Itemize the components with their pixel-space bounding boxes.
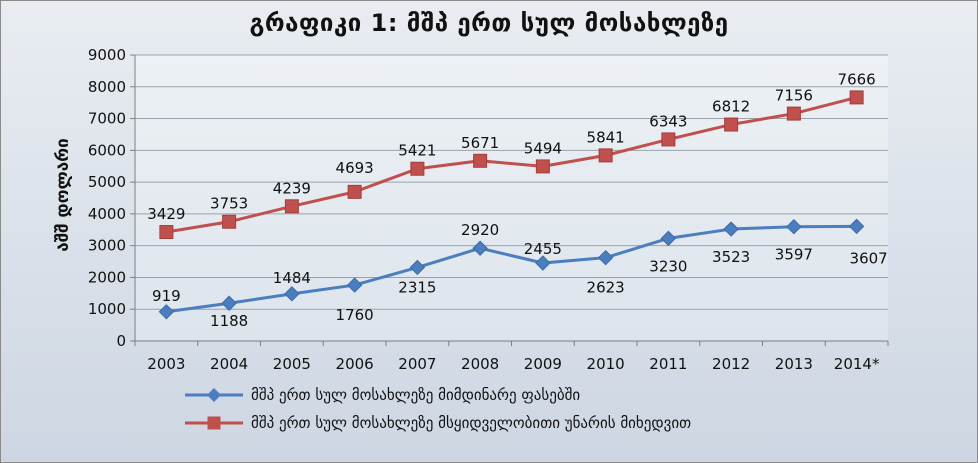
data-label: 7666: [838, 70, 876, 88]
data-point-marker: [724, 117, 739, 132]
y-tick-label: 8000: [88, 78, 126, 96]
data-label: 3597: [775, 246, 813, 264]
data-label: 5494: [524, 139, 562, 157]
data-label: 3607: [850, 249, 888, 267]
data-point-marker: [158, 304, 175, 320]
x-tick-label: 2005: [273, 355, 311, 373]
data-label: 2920: [461, 221, 499, 239]
data-point-marker: [159, 225, 174, 240]
y-tick-label: 2000: [88, 268, 126, 286]
data-point-marker: [410, 161, 425, 176]
plot-background: [135, 55, 888, 341]
data-point-marker: [284, 199, 299, 214]
data-label: 3429: [147, 205, 185, 223]
y-tick-label: 7000: [88, 110, 126, 128]
y-tick-label: 3000: [88, 237, 126, 255]
chart-title: გრაფიკი 1: მშპ ერთ სულ მოსახლეზე: [249, 9, 729, 37]
x-tick-label: 2008: [461, 355, 499, 373]
legend: მშპ ერთ სულ მოსახლეზე მიმდინარე ფასებში მ…: [185, 386, 691, 432]
x-tick-labels: 2003 2004 2005 2006 2007 2008 2009 2010 2011 2012…: [147, 355, 880, 373]
y-axis-label: აშშ დოლარი: [53, 138, 73, 251]
y-tick-label: 0: [116, 332, 126, 350]
x-tick-label: 2012: [712, 355, 750, 373]
data-label: 3230: [649, 257, 687, 275]
data-point-marker: [284, 286, 300, 302]
x-tick-label: 2013: [775, 355, 813, 373]
axes: [134, 55, 889, 346]
x-tick-label: 2014*: [834, 355, 880, 373]
data-point-marker: [786, 218, 802, 235]
data-point-marker: [409, 259, 426, 276]
legend-label: მშპ ერთ სულ მოსახლეზე მსყიდველობითი უნარ…: [251, 414, 691, 432]
data-point-marker: [535, 255, 551, 271]
data-point-marker: [222, 214, 237, 229]
data-label: 4693: [336, 159, 374, 177]
y-tick-labels: 0 1000 2000 3000 4000 5000 6000 7000 8000 9000: [88, 46, 126, 350]
y-tick-label: 9000: [88, 46, 126, 64]
data-label: 3523: [712, 248, 750, 266]
data-label: 6812: [712, 98, 750, 116]
y-tick-label: 6000: [88, 141, 126, 159]
x-tick-label: 2007: [398, 355, 436, 373]
data-label: 1484: [273, 269, 311, 287]
series-line: [166, 224, 857, 314]
data-labels: 919 1188 1484 1760 2315 2920 2455 2623 3230 3523 3…: [147, 70, 887, 330]
data-point-marker: [661, 132, 676, 147]
data-label: 7156: [775, 87, 813, 105]
data-point-marker: [660, 230, 677, 247]
data-point-marker: [347, 184, 362, 199]
legend-marker: [207, 388, 221, 402]
data-label: 2455: [524, 240, 562, 258]
y-tick-label: 5000: [88, 173, 126, 191]
data-point-marker: [723, 221, 739, 237]
data-label: 4239: [273, 179, 311, 197]
data-label: 6343: [649, 112, 687, 130]
y-tick-label: 4000: [88, 205, 126, 223]
data-label: 1188: [210, 312, 248, 330]
data-point-marker: [346, 277, 363, 293]
series-line: [166, 95, 858, 234]
data-label: 5841: [587, 128, 625, 146]
x-tick-label: 2009: [524, 355, 562, 373]
plot-area: [135, 55, 888, 341]
data-label: 2315: [398, 278, 436, 296]
data-point-marker: [472, 240, 488, 256]
data-point-marker: [535, 159, 550, 174]
x-tick-label: 2011: [649, 355, 687, 373]
data-point-marker: [598, 148, 613, 163]
x-tick-label: 2006: [336, 355, 374, 373]
data-point-marker: [473, 153, 488, 168]
data-label: 5421: [398, 142, 436, 160]
data-point-marker: [221, 295, 237, 311]
x-tick-label: 2010: [587, 355, 625, 373]
data-point-marker: [597, 249, 614, 266]
data-label: 3753: [210, 195, 248, 213]
x-tick-label: 2003: [147, 355, 185, 373]
legend-label: მშპ ერთ სულ მოსახლეზე მიმდინარე ფასებში: [251, 386, 580, 404]
data-point-marker: [786, 106, 801, 121]
data-label: 2623: [587, 279, 625, 297]
y-tick-label: 1000: [88, 300, 126, 318]
data-label: 1760: [336, 306, 374, 324]
data-label: 919: [152, 287, 181, 305]
series-layer: [158, 90, 865, 320]
data-point-marker: [849, 90, 864, 105]
data-point-marker: [848, 218, 865, 235]
data-label: 5671: [461, 134, 499, 152]
x-tick-label: 2004: [210, 355, 248, 373]
legend-marker: [207, 416, 221, 430]
